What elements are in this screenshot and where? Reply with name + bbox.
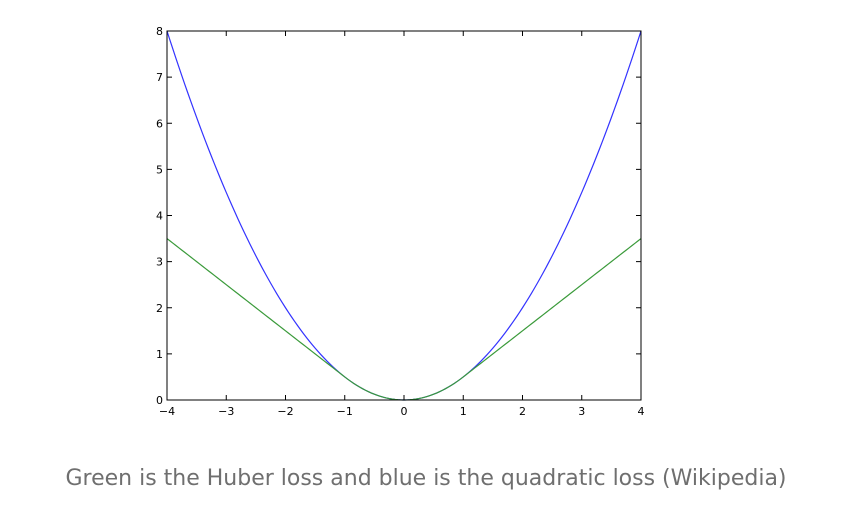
x-tick-label: 1 xyxy=(460,405,467,418)
x-tick-label: 0 xyxy=(401,405,408,418)
figure-caption: Green is the Huber loss and blue is the … xyxy=(65,466,787,491)
x-tick-label: 4 xyxy=(638,405,645,418)
chart-svg: −4 −3 −2 −1 0 1 2 3 4 0 1 2 3 4 5 6 7 8 xyxy=(156,25,645,418)
tick-layer: −4 −3 −2 −1 0 1 2 3 4 0 1 2 3 4 5 6 7 8 xyxy=(156,25,645,418)
x-tick-label: −4 xyxy=(159,405,175,418)
x-tick-label: 3 xyxy=(578,405,585,418)
y-tick-label: 5 xyxy=(156,163,163,176)
x-tick-label: −3 xyxy=(218,405,234,418)
y-tick-label: 4 xyxy=(156,210,163,223)
y-tick-label: 0 xyxy=(156,394,163,407)
x-tick-label: −1 xyxy=(337,405,353,418)
y-tick-label: 6 xyxy=(156,117,163,130)
y-tick-label: 3 xyxy=(156,256,163,269)
plot-frame xyxy=(166,30,642,401)
series-line-quadratic xyxy=(166,30,642,401)
series-line-huber xyxy=(166,238,642,401)
series-layer xyxy=(166,30,642,401)
y-tick-label: 8 xyxy=(156,25,163,38)
huber-vs-quadratic-chart: −4 −3 −2 −1 0 1 2 3 4 0 1 2 3 4 5 6 7 8 xyxy=(156,25,645,418)
y-tick-label: 1 xyxy=(156,348,163,361)
y-tick-label: 2 xyxy=(156,302,163,315)
y-tick-label: 7 xyxy=(156,71,163,84)
x-tick-label: 2 xyxy=(519,405,526,418)
x-tick-label: −2 xyxy=(277,405,293,418)
